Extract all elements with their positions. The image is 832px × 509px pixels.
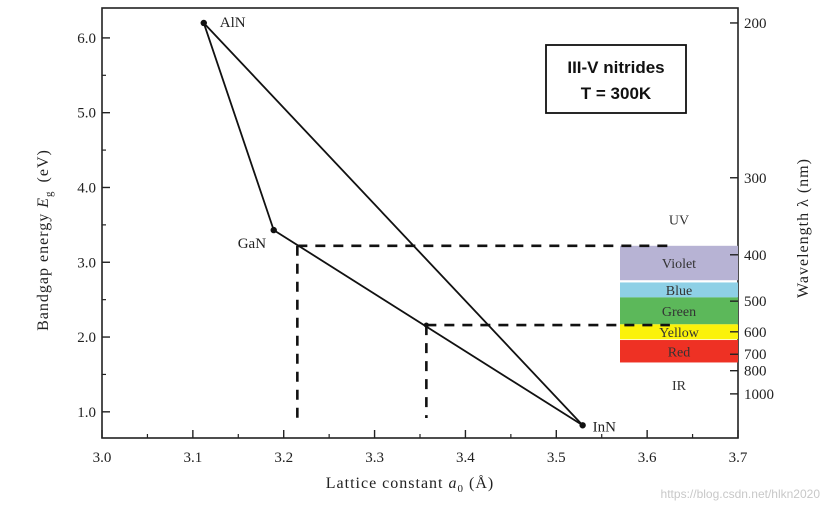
y-axis-title-subscript: g [43,190,55,197]
spectrum-band-violet [620,245,738,281]
y2-tick-label: 500 [744,294,767,310]
x-tick-label: 3.6 [638,450,657,466]
info-box-temperature: T = 300K [581,84,652,103]
point-inn [579,422,586,429]
y2-tick-label: 200 [744,16,767,32]
region-label-ir: IR [672,379,687,394]
spectrum-band-label-red: Red [668,345,691,360]
region-label-uv: UV [669,214,689,229]
edge-aln-gan [202,22,275,231]
watermark: https://blog.csdn.net/hlkn2020 [661,487,821,501]
y-tick-label: 1.0 [77,405,96,421]
x-tick-label: 3.1 [183,450,202,466]
y2-tick-label: 600 [744,325,767,341]
y-axis-title-symbol: E [35,197,52,209]
x-axis-title-unit: (Å) [464,474,494,492]
x-tick-label: 3.7 [729,450,748,466]
spectrum-band-red [620,340,738,363]
spectrum-band-label-yellow: Yellow [659,326,700,341]
y2-tick-label: 1000 [744,387,774,403]
spectrum-band-yellow [620,324,738,340]
x-axis-title-main: Lattice constant [326,475,449,492]
y-tick-label: 2.0 [77,330,96,346]
y2-axis-title: Wavelength λ (nm) [795,158,812,298]
spectrum-band-label-blue: Blue [666,284,692,299]
x-axis-title-subscript: 0 [458,483,465,495]
axis-ticks: 3.0 3.1 3.2 3.3 3.4 3.5 3.6 3.7 1.0 2.0 3.0 4.0 5.0 6… [77,16,774,466]
x-tick-label: 3.4 [456,450,475,466]
point-label-inn: InN [593,419,616,435]
x-tick-label: 3.0 [93,450,112,466]
y-tick-label: 6.0 [77,31,96,47]
y-axis-title-main: Bandgap energy [35,208,52,331]
point-label-gan: GaN [238,236,266,252]
spectrum-band-label-green: Green [662,305,696,320]
edge-gan-inn [273,229,584,427]
y-axis-title: Bandgap energy Eg (eV) [35,149,55,331]
y2-tick-label: 400 [744,248,767,264]
y-tick-label: 3.0 [77,255,96,271]
point-aln [200,19,207,27]
point-gan [270,226,277,234]
spectrum-band-label-violet: Violet [662,257,696,272]
spectrum-band-blue [620,282,738,298]
x-tick-label: 3.3 [365,450,384,466]
point-label-aln: AlN [220,15,246,31]
x-tick-label: 3.2 [274,450,293,466]
spectrum-band-green [620,297,738,325]
edge-aln-inn [203,22,584,426]
y-tick-label: 4.0 [77,180,96,196]
data-lines: AlN GaN InN [200,15,670,435]
x-axis-title: Lattice constant a0 (Å) [326,474,494,495]
y-axis-title-unit: (eV) [35,149,52,182]
spectrum-bands: Violet Blue Green Yellow Red UV IR [620,214,738,394]
y2-tick-label: 800 [744,364,767,380]
x-tick-label: 3.5 [547,450,566,466]
info-box [545,44,687,114]
y-tick-label: 5.0 [77,106,96,122]
x-axis-title-symbol: a [449,475,458,492]
y2-tick-label: 300 [744,171,767,187]
y2-tick-label: 700 [744,347,767,363]
info-box-title: III-V nitrides [567,58,664,77]
alloy-point [423,322,429,328]
